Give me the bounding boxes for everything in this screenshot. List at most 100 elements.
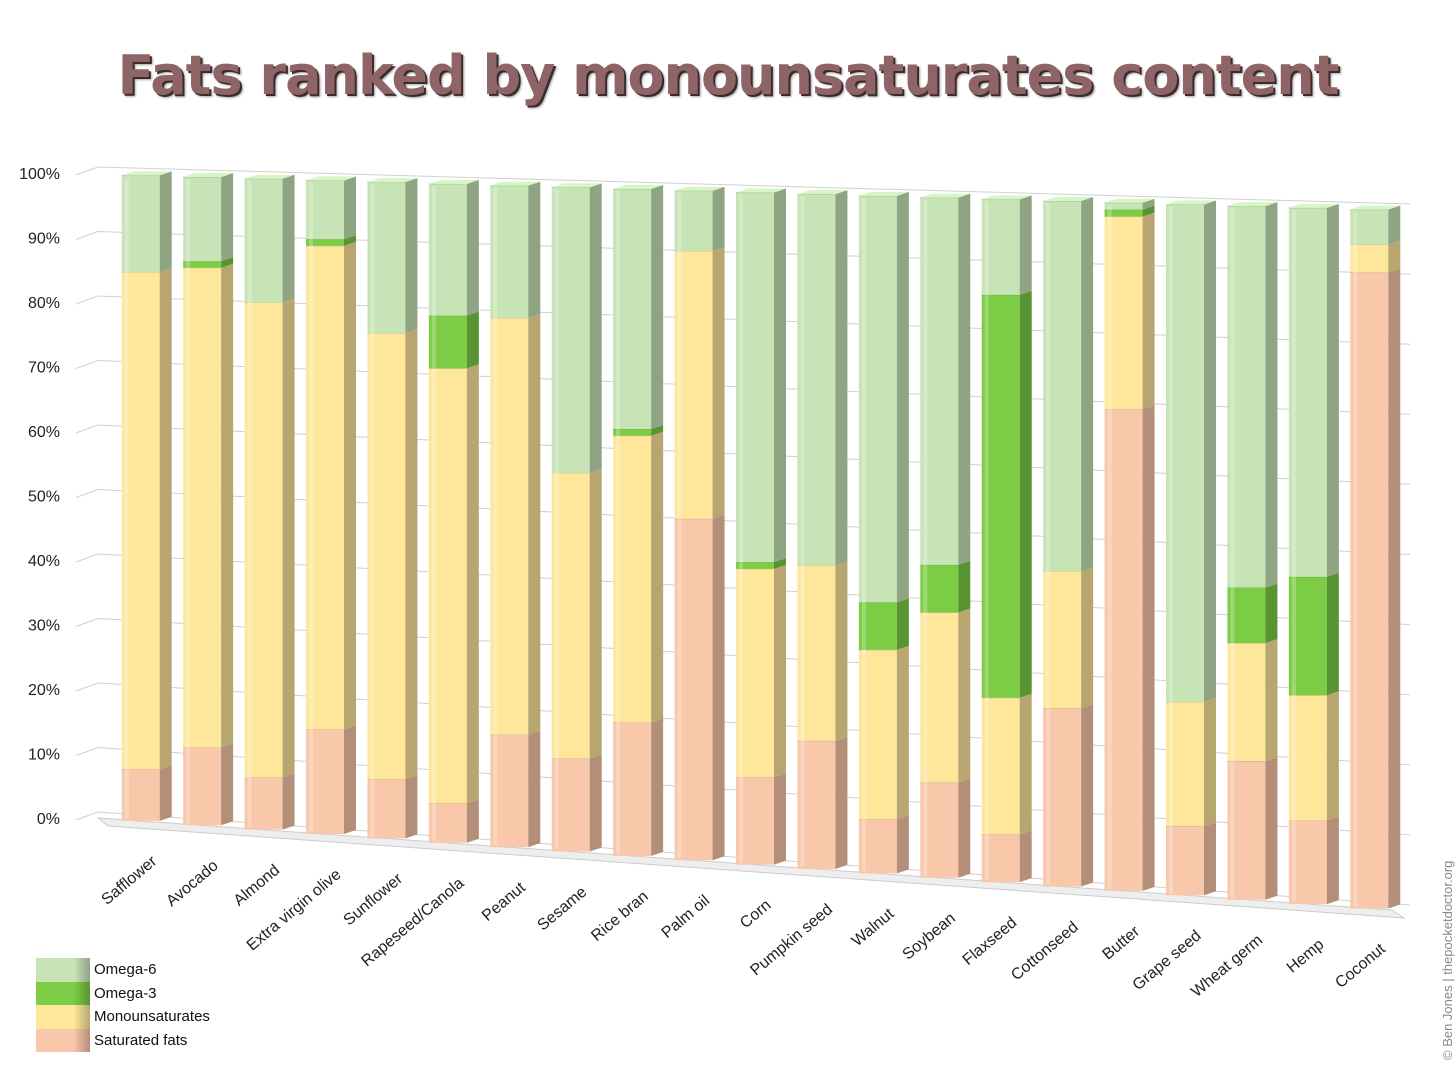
bar-highlight (800, 196, 805, 868)
bar-avocado (183, 173, 234, 826)
gridline-side (75, 489, 99, 498)
y-tick-label: 80% (28, 295, 60, 312)
bar-segment (367, 779, 406, 839)
bar-highlight (1046, 203, 1051, 885)
bar-segment (1104, 409, 1143, 891)
bar-segment-side (344, 241, 356, 730)
chart-floor (96, 817, 1406, 919)
bar-top-cap (1104, 198, 1155, 203)
x-tick-label: Hemp (1284, 936, 1328, 977)
bar-segment (551, 187, 590, 473)
x-tick-label: Corn (737, 897, 774, 932)
bar-segment (551, 758, 590, 852)
bar-top-cap (551, 183, 602, 188)
bar-segment-side (466, 364, 479, 804)
bar-segment (1166, 701, 1204, 827)
bar-top-cap (920, 193, 971, 198)
bar-segment (1350, 209, 1389, 245)
bar-segment-side (958, 193, 971, 565)
bar-segment-side (1081, 704, 1094, 887)
bar-grape-seed (1166, 200, 1216, 896)
bar-segment-side (221, 263, 234, 748)
bar-segment-side (159, 171, 172, 273)
bar-segment-side (896, 645, 909, 820)
bar-segment-side (1326, 691, 1339, 821)
bar-segment (1288, 576, 1327, 696)
bar-segment (306, 239, 344, 246)
bar-butter (1104, 198, 1155, 891)
gridline-side (75, 811, 99, 821)
bar-segment-side (344, 235, 356, 246)
bar-segment (183, 177, 222, 262)
gridline-side (75, 618, 99, 627)
x-tick-label: Rice bran (588, 888, 651, 945)
bar-segment-side (1019, 290, 1032, 698)
bar-wheat-germ (1227, 202, 1278, 900)
bar-segment-side (221, 257, 234, 268)
bar-segment (121, 769, 160, 821)
bar-segment (121, 272, 160, 770)
bar-segment (1350, 244, 1389, 273)
x-tick-label: Peanut (479, 879, 529, 925)
legend-label: Monounsaturates (94, 1008, 210, 1026)
bar-segment (490, 317, 529, 735)
bar-segment-side (282, 298, 295, 778)
bar-highlight (739, 194, 743, 863)
bar-segment-side (1265, 583, 1278, 644)
legend-label: Omega-3 (94, 984, 157, 1002)
bar-segment (1166, 826, 1204, 896)
bar-segment-side (774, 188, 786, 563)
bar-highlight (1230, 208, 1235, 898)
bar-highlight (1353, 211, 1358, 907)
y-tick-label: 100% (19, 166, 60, 183)
chart-title: Fats ranked by monounsaturates content (117, 44, 1340, 107)
bar-segment-side (896, 598, 909, 650)
bar-sunflower (367, 178, 418, 839)
y-tick-label: 0% (37, 811, 60, 828)
bar-segment (551, 472, 590, 759)
bar-segment (736, 562, 774, 569)
bar-segment-side (774, 773, 786, 865)
copyright-notice: © Ben Jones | thepocketdoctor.org (1440, 860, 1455, 1060)
y-axis-ticks: 0% 10% 20% 30% 40% 50% 60% 70% 80% 90% 100% (19, 166, 60, 828)
bar-highlight (431, 185, 436, 841)
bar-segment (797, 194, 836, 566)
bar-hemp (1288, 203, 1339, 905)
x-tick-label: Sesame (534, 883, 590, 934)
bar-segment (244, 302, 283, 778)
bar-segment (1104, 209, 1143, 217)
bar-segment-side (405, 329, 418, 780)
bar-segment-side (282, 773, 295, 830)
legend-label: Saturated fats (94, 1031, 188, 1049)
bar-segment-side (1142, 205, 1155, 217)
bar-segment-side (221, 743, 234, 826)
legend-item-omega3: Omega-3 (36, 981, 210, 1005)
bar-segment-side (159, 268, 172, 770)
bar-segment (920, 564, 959, 613)
bar-segment-side (1204, 697, 1216, 827)
legend: Omega-6 Omega-3 Monounsaturates Saturate… (36, 958, 210, 1052)
bar-segment (736, 568, 774, 778)
gridline-side (75, 231, 99, 240)
bar-segment-side (589, 468, 602, 759)
bar-segment (736, 192, 774, 563)
bar-segment (244, 178, 283, 303)
bar-segment-side (651, 185, 664, 430)
bar-segment-side (405, 775, 418, 839)
bar-segment (1288, 207, 1327, 577)
bar-segment-side (528, 313, 541, 735)
bar-segment-side (712, 514, 725, 861)
bar-segment-side (896, 191, 909, 603)
bar-segment (858, 602, 897, 650)
x-tick-label: Walnut (849, 905, 898, 950)
bar-segment (674, 190, 713, 252)
bar-segment (367, 182, 406, 334)
bar-segment (428, 368, 467, 804)
bar-segment (183, 261, 222, 268)
bar-segment (183, 747, 222, 826)
bar-segment (490, 734, 529, 848)
legend-swatch-saturated (36, 1028, 90, 1052)
bar-segment-side (221, 173, 234, 262)
bar-segment-side (1326, 572, 1339, 696)
y-tick-label: 30% (28, 618, 60, 635)
